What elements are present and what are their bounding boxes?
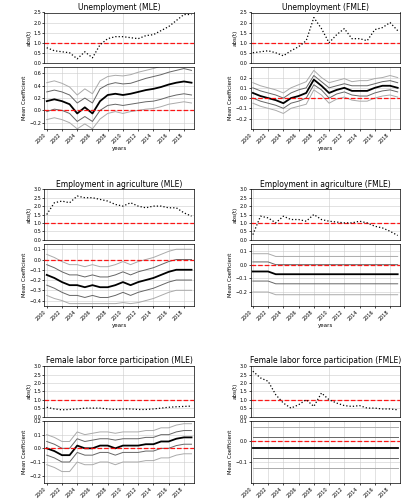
Y-axis label: Mean Coefficient: Mean Coefficient	[22, 76, 27, 120]
X-axis label: years: years	[318, 323, 333, 328]
Y-axis label: abs(t): abs(t)	[232, 383, 237, 400]
Y-axis label: abs(t): abs(t)	[26, 206, 31, 222]
Y-axis label: Mean Coefficient: Mean Coefficient	[22, 252, 27, 297]
X-axis label: years: years	[318, 146, 333, 151]
X-axis label: years: years	[112, 146, 127, 151]
Y-axis label: abs(t): abs(t)	[26, 383, 31, 400]
Y-axis label: Mean Coefficient: Mean Coefficient	[228, 430, 233, 474]
X-axis label: years: years	[112, 323, 127, 328]
Title: Employment in agriculture (MLE): Employment in agriculture (MLE)	[56, 180, 182, 188]
Title: Employment in agriculture (FMLE): Employment in agriculture (FMLE)	[260, 180, 391, 188]
Title: Female labor force participation (MLE): Female labor force participation (MLE)	[46, 356, 193, 366]
Y-axis label: abs(t): abs(t)	[26, 30, 31, 46]
Y-axis label: abs(t): abs(t)	[232, 206, 237, 222]
Y-axis label: abs(t): abs(t)	[232, 30, 237, 46]
Title: Female labor force participation (FMLE): Female labor force participation (FMLE)	[250, 356, 401, 366]
Y-axis label: Mean Coefficient: Mean Coefficient	[22, 430, 27, 474]
Y-axis label: Mean Coefficient: Mean Coefficient	[228, 252, 233, 297]
Title: Unemployment (FMLE): Unemployment (FMLE)	[282, 2, 369, 12]
Title: Unemployment (MLE): Unemployment (MLE)	[78, 2, 160, 12]
Y-axis label: Mean Coefficient: Mean Coefficient	[228, 76, 233, 120]
